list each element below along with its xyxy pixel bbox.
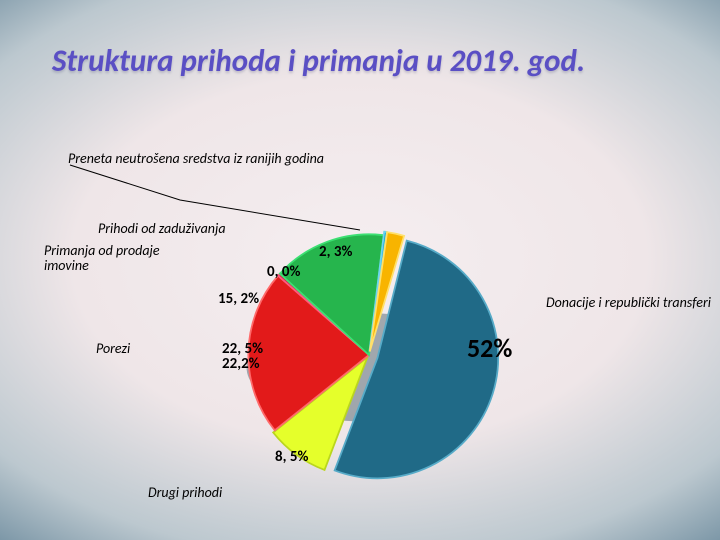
value-zaduz: 0, 0%: [267, 263, 300, 281]
label-preneta: Preneta neutrošena sredstva iz ranijih g…: [68, 152, 388, 167]
value-donacije: 52%: [467, 332, 512, 364]
value-primanja: 15, 2%: [218, 290, 259, 308]
label-primanja: Primanja od prodaje imovine: [44, 244, 204, 273]
slide-title: Struktura prihoda i primanja u 2019. god…: [52, 42, 585, 80]
label-porezi: Porezi: [96, 342, 216, 357]
value-drugi: 8, 5%: [275, 448, 308, 466]
label-zaduz: Prihodi od zaduživanja: [98, 222, 298, 237]
label-drugi: Drugi prihodi: [148, 486, 298, 501]
value-porezi1: 22, 5%: [222, 340, 263, 358]
slide-stage: Struktura prihoda i primanja u 2019. god…: [0, 0, 720, 540]
label-donacije: Donacije i republički transferi: [546, 296, 716, 311]
value-preneta: 2, 3%: [319, 243, 352, 261]
